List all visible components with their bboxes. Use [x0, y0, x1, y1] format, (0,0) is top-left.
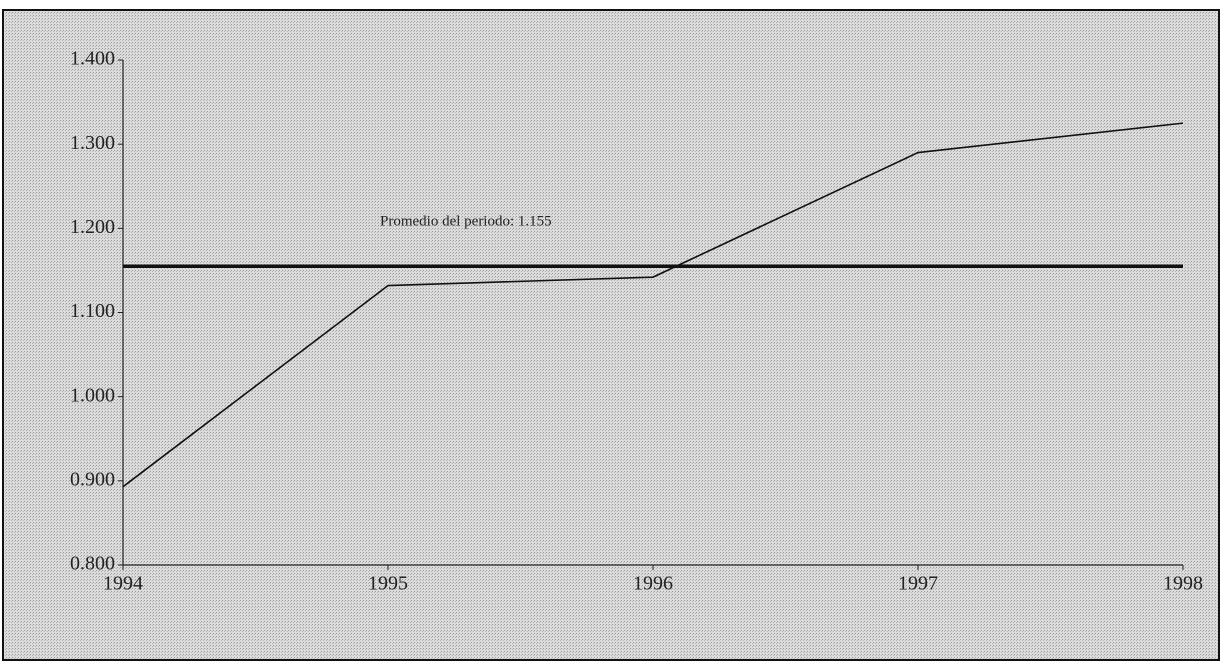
y-tick-label: 1.100 [70, 300, 115, 322]
y-tick-label: 0.800 [70, 553, 115, 575]
x-tick-label: 1994 [103, 573, 143, 595]
x-tick-label: 1998 [1163, 573, 1203, 595]
x-tick-label: 1996 [633, 573, 673, 595]
annotation: Promedio del periodo: 1.155 [380, 213, 552, 229]
y-tick-label: 1.200 [70, 216, 115, 238]
data-line [122, 122, 1184, 488]
y-tick-label: 1.300 [70, 132, 115, 154]
x-tick-label: 1997 [898, 573, 938, 595]
y-tick-label: 1.000 [70, 384, 115, 406]
y-tick-label: 0.900 [70, 468, 115, 490]
y-tick-label: 1.400 [70, 48, 115, 70]
chart-frame [2, 9, 1220, 661]
x-tick-label: 1995 [368, 573, 408, 595]
